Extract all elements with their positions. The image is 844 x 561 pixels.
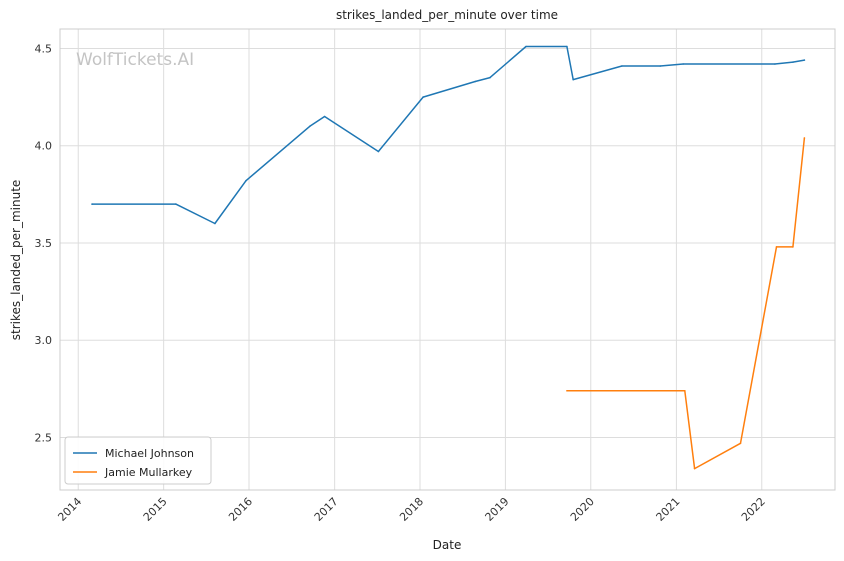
data-point-michael-johnson <box>422 96 424 98</box>
legend-label-jamie-mullarkey: Jamie Mullarkey <box>104 466 193 479</box>
data-point-michael-johnson <box>682 63 684 65</box>
data-point-michael-johnson <box>774 63 776 65</box>
data-point-michael-johnson <box>792 61 794 63</box>
legend: Michael Johnson Jamie Mullarkey <box>64 436 212 485</box>
data-point-michael-johnson <box>566 45 568 48</box>
data-point-jamie-mullarkey <box>775 246 778 248</box>
data-point-jamie-mullarkey <box>693 467 696 470</box>
data-point-michael-johnson <box>175 203 177 205</box>
data-point-jamie-mullarkey <box>803 137 806 139</box>
data-point-michael-johnson <box>245 179 247 182</box>
data-point-jamie-mullarkey <box>792 246 794 248</box>
data-point-michael-johnson <box>621 65 623 67</box>
y-tick-label: 2.5 <box>35 431 53 444</box>
legend-box <box>64 436 212 485</box>
data-point-michael-johnson <box>659 65 662 67</box>
data-point-michael-johnson <box>525 45 527 48</box>
data-point-michael-johnson <box>474 80 477 83</box>
series-lines <box>91 45 806 470</box>
data-point-jamie-mullarkey <box>684 390 686 392</box>
y-axis-label: strikes_landed_per_minute <box>9 180 23 341</box>
chart-title: strikes_landed_per_minute over time <box>336 8 558 22</box>
y-tick-label: 4.5 <box>35 42 53 55</box>
data-point-michael-johnson <box>214 222 216 225</box>
legend-label-michael-johnson: Michael Johnson <box>105 447 194 460</box>
data-point-jamie-mullarkey <box>566 390 568 392</box>
data-point-michael-johnson <box>323 115 326 118</box>
watermark-text: WolfTickets.AI <box>76 50 194 70</box>
y-tick-label: 3.5 <box>35 237 53 250</box>
data-point-jamie-mullarkey <box>739 442 742 445</box>
x-axis-label: Date <box>433 538 462 552</box>
data-point-michael-johnson <box>489 76 491 79</box>
plot-frame <box>59 28 836 491</box>
y-axis-ticks: 2.5 3.0 3.5 4.0 4.5 <box>35 42 53 444</box>
y-tick-label: 3.0 <box>35 334 53 347</box>
gridlines <box>60 29 835 490</box>
data-point-michael-johnson <box>91 203 93 205</box>
data-point-michael-johnson <box>803 59 806 61</box>
y-tick-label: 4.0 <box>35 140 53 153</box>
data-point-michael-johnson <box>572 78 574 81</box>
data-point-michael-johnson <box>377 150 380 153</box>
data-point-michael-johnson <box>309 125 311 128</box>
